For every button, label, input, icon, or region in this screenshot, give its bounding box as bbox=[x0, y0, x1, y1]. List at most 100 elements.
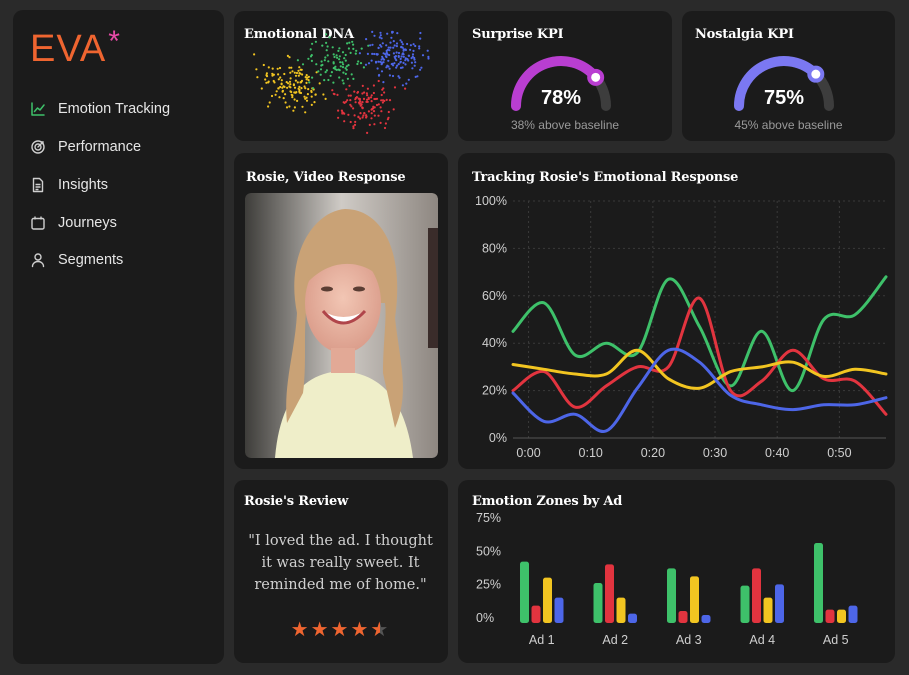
sidebar-item-segments[interactable]: Segments bbox=[30, 247, 220, 273]
scatter-point-series-3 bbox=[349, 99, 352, 102]
scatter-point-series-0 bbox=[324, 97, 327, 100]
sidebar-item-emotion-tracking[interactable]: Emotion Tracking bbox=[30, 96, 220, 122]
scatter-point-series-3 bbox=[369, 96, 373, 99]
scatter-point-series-1 bbox=[355, 49, 358, 52]
scatter-point-series-3 bbox=[362, 97, 366, 100]
scatter-point-series-1 bbox=[360, 47, 363, 50]
scatter-point-series-1 bbox=[341, 61, 344, 64]
scatter-point-series-1 bbox=[332, 53, 335, 56]
scatter-point-series-2 bbox=[405, 82, 408, 85]
scatter-point-series-1 bbox=[367, 44, 370, 47]
sidebar-item-performance[interactable]: Performance bbox=[30, 134, 220, 160]
scatter-point-series-0 bbox=[260, 87, 263, 90]
scatter-point-series-2 bbox=[397, 51, 401, 55]
scatter-point-series-0 bbox=[293, 98, 296, 101]
scatter-point-series-1 bbox=[311, 42, 314, 45]
card-title: Emotion Zones by Ad bbox=[472, 494, 623, 509]
scatter-point-series-0 bbox=[313, 101, 316, 104]
scatter-point-series-3 bbox=[361, 116, 364, 119]
scatter-point-series-0 bbox=[307, 79, 310, 82]
x-tick-label: Ad 1 bbox=[529, 633, 555, 647]
scatter-point-series-2 bbox=[388, 67, 391, 70]
scatter-point-series-3 bbox=[373, 123, 376, 126]
y-tick-label: 50% bbox=[476, 544, 501, 558]
scatter-point-series-0 bbox=[267, 80, 270, 83]
scatter-point-series-1 bbox=[324, 71, 327, 74]
sidebar-item-journeys[interactable]: Journeys bbox=[30, 210, 220, 236]
scatter-point-series-1 bbox=[344, 72, 347, 75]
scatter-point-series-0 bbox=[281, 90, 284, 93]
scatter-point-series-3 bbox=[372, 91, 375, 95]
scatter-point-series-0 bbox=[289, 77, 292, 80]
scatter-point-series-3 bbox=[357, 101, 361, 104]
scatter-point-series-0 bbox=[310, 95, 313, 98]
scatter-point-series-3 bbox=[356, 90, 360, 94]
gauge-fill bbox=[511, 56, 601, 111]
video-frame[interactable] bbox=[245, 193, 438, 458]
scatter-point-series-0 bbox=[290, 93, 293, 96]
scatter-point-series-0 bbox=[262, 63, 265, 67]
x-tick-label: 0:50 bbox=[827, 446, 851, 460]
scatter-point-series-2 bbox=[400, 55, 403, 58]
scatter-point-series-1 bbox=[344, 59, 347, 62]
scatter-point-series-2 bbox=[393, 55, 396, 59]
scatter-point-series-2 bbox=[382, 52, 385, 55]
bar-ad1-series-1 bbox=[531, 605, 541, 623]
scatter-point-series-1 bbox=[310, 54, 313, 57]
star-rating: ★★★★★ bbox=[234, 617, 447, 642]
scatter-point-series-0 bbox=[285, 81, 288, 84]
star-icon: ★ bbox=[330, 619, 351, 641]
scatter-point-series-2 bbox=[381, 55, 384, 58]
scatter-point-series-2 bbox=[377, 60, 380, 63]
scatter-point-series-0 bbox=[284, 101, 287, 104]
scatter-point-series-2 bbox=[399, 60, 402, 63]
scatter-point-series-2 bbox=[389, 46, 392, 49]
scatter-point-series-1 bbox=[327, 78, 330, 82]
scatter-point-series-2 bbox=[375, 53, 378, 56]
scatter-point-series-2 bbox=[402, 55, 405, 58]
y-tick-label: 40% bbox=[482, 336, 507, 350]
scatter-point-series-0 bbox=[290, 90, 293, 94]
scatter-point-series-3 bbox=[357, 116, 360, 119]
bar-ad5-series-2 bbox=[837, 609, 846, 623]
scatter-point-series-2 bbox=[392, 46, 395, 49]
scatter-point-series-2 bbox=[416, 75, 419, 78]
scatter-point-series-2 bbox=[367, 62, 371, 65]
scatter-point-series-2 bbox=[419, 68, 422, 71]
scatter-point-series-1 bbox=[332, 81, 335, 84]
scatter-point-series-0 bbox=[318, 82, 321, 85]
scatter-point-series-0 bbox=[315, 71, 318, 74]
scatter-point-series-2 bbox=[414, 75, 417, 78]
scatter-point-series-2 bbox=[413, 56, 416, 60]
scatter-point-series-2 bbox=[380, 62, 383, 65]
scatter-point-series-2 bbox=[409, 44, 412, 47]
scatter-point-series-3 bbox=[342, 101, 345, 104]
surprise-gauge bbox=[511, 56, 611, 111]
scatter-point-series-2 bbox=[402, 61, 405, 64]
scatter-point-series-2 bbox=[399, 66, 403, 69]
scatter-point-series-2 bbox=[421, 54, 425, 57]
eva-logo[interactable]: EVA* bbox=[30, 25, 121, 70]
scatter-point-series-2 bbox=[389, 41, 392, 44]
scatter-point-series-3 bbox=[331, 89, 334, 92]
scatter-point-series-3 bbox=[370, 108, 373, 111]
scatter-point-series-1 bbox=[352, 43, 355, 46]
scatter-point-series-2 bbox=[380, 70, 384, 73]
star-icon: ★ bbox=[350, 619, 371, 641]
sidebar-item-insights[interactable]: Insights bbox=[30, 172, 220, 198]
scatter-point-series-0 bbox=[264, 78, 267, 81]
x-tick-label: Ad 2 bbox=[602, 633, 628, 647]
scatter-point-series-2 bbox=[409, 48, 412, 51]
scatter-point-series-3 bbox=[379, 106, 382, 109]
scatter-point-series-2 bbox=[386, 64, 389, 67]
scatter-point-series-2 bbox=[386, 48, 389, 51]
x-tick-label: 0:20 bbox=[641, 446, 665, 460]
scatter-point-series-0 bbox=[286, 54, 289, 58]
line-series-1 bbox=[511, 296, 888, 416]
scatter-point-series-2 bbox=[373, 52, 376, 56]
scatter-point-series-0 bbox=[294, 74, 298, 77]
scatter-point-series-2 bbox=[380, 45, 383, 48]
scatter-point-series-2 bbox=[371, 30, 374, 33]
calendar-icon bbox=[31, 216, 45, 230]
scatter-point-series-0 bbox=[288, 80, 292, 83]
